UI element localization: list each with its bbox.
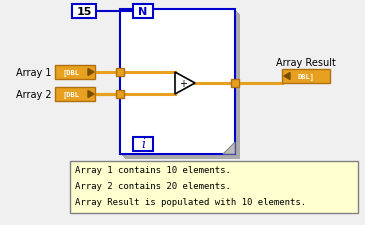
Bar (116, 69, 124, 77)
Polygon shape (175, 73, 195, 94)
Text: i: i (141, 138, 145, 151)
Text: DBL]: DBL] (298, 73, 315, 80)
Polygon shape (284, 73, 290, 80)
Text: Array 1 contains 10 elements.: Array 1 contains 10 elements. (75, 166, 231, 175)
Bar (55, 66, 95, 80)
Bar (72, 5, 96, 19)
Text: [DBL: [DBL (62, 69, 80, 76)
Bar (231, 80, 239, 88)
Bar (123, 13, 238, 157)
Bar (121, 11, 236, 155)
Bar (122, 12, 237, 156)
Bar (125, 15, 240, 159)
Bar (124, 14, 239, 158)
Text: Array 1: Array 1 (16, 68, 52, 78)
Text: 15: 15 (76, 7, 92, 17)
Polygon shape (88, 91, 94, 98)
Text: +: + (179, 79, 187, 89)
Polygon shape (88, 69, 94, 76)
Text: Array 2 contains 20 elements.: Array 2 contains 20 elements. (75, 182, 231, 191)
Bar (55, 88, 95, 101)
Bar (120, 10, 235, 154)
Text: Array 2: Array 2 (16, 90, 52, 99)
Text: Array Result: Array Result (276, 58, 336, 68)
Text: [DBL: [DBL (62, 91, 80, 98)
Bar (282, 70, 330, 84)
Bar (116, 91, 124, 99)
Text: Array Result is populated with 10 elements.: Array Result is populated with 10 elemen… (75, 198, 306, 207)
Bar (70, 161, 358, 213)
Text: N: N (138, 7, 147, 17)
Bar (133, 137, 153, 151)
Bar (133, 5, 153, 19)
Polygon shape (223, 142, 235, 154)
